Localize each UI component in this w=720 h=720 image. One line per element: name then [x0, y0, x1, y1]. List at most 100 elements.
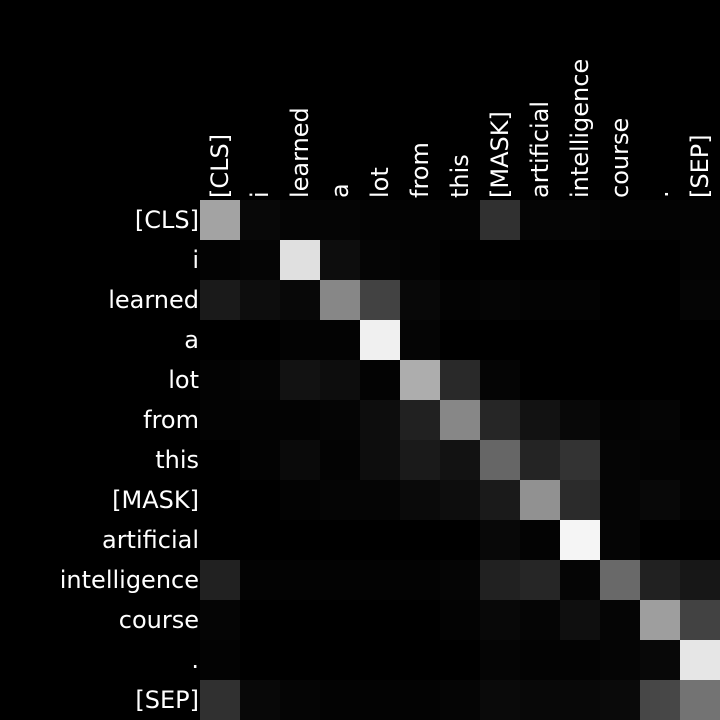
- heatmap-cell-r1-c4: [360, 240, 400, 280]
- x-token-label: course: [606, 118, 634, 198]
- heatmap-cell-r5-c2: [280, 400, 320, 440]
- heatmap-cell-r9-c12: [680, 560, 720, 600]
- x-token-label: intelligence: [566, 59, 594, 198]
- heatmap-cell-r10-c6: [440, 600, 480, 640]
- heatmap-cell-r6-c7: [480, 440, 520, 480]
- heatmap-cell-r7-c11: [640, 480, 680, 520]
- heatmap-cell-r8-c5: [400, 520, 440, 560]
- heatmap-cell-r0-c4: [360, 200, 400, 240]
- heatmap-cell-r7-c5: [400, 480, 440, 520]
- heatmap-cell-r12-c8: [520, 680, 560, 720]
- heatmap-cell-r1-c3: [320, 240, 360, 280]
- heatmap-cell-r12-c4: [360, 680, 400, 720]
- heatmap-cell-r2-c2: [280, 280, 320, 320]
- heatmap-cell-r4-c10: [600, 360, 640, 400]
- heatmap-cells: [200, 200, 720, 720]
- heatmap-cell-r8-c1: [240, 520, 280, 560]
- heatmap-cell-r11-c10: [600, 640, 640, 680]
- y-token-label: [MASK]: [112, 486, 199, 514]
- heatmap-cell-r10-c8: [520, 600, 560, 640]
- heatmap-cell-r12-c12: [680, 680, 720, 720]
- heatmap-cell-r9-c4: [360, 560, 400, 600]
- heatmap-cell-r3-c11: [640, 320, 680, 360]
- heatmap-cell-r1-c0: [200, 240, 240, 280]
- heatmap-cell-r12-c0: [200, 680, 240, 720]
- heatmap-cell-r9-c9: [560, 560, 600, 600]
- heatmap-cell-r9-c7: [480, 560, 520, 600]
- heatmap-cell-r2-c6: [440, 280, 480, 320]
- x-token-label: artificial: [526, 101, 554, 198]
- heatmap-cell-r1-c8: [520, 240, 560, 280]
- heatmap-cell-r4-c5: [400, 360, 440, 400]
- heatmap-cell-r0-c1: [240, 200, 280, 240]
- heatmap-cell-r10-c3: [320, 600, 360, 640]
- x-token-label: lot: [366, 167, 394, 198]
- heatmap-cell-r3-c4: [360, 320, 400, 360]
- heatmap-cell-r9-c3: [320, 560, 360, 600]
- heatmap-cell-r9-c1: [240, 560, 280, 600]
- heatmap-cell-r4-c9: [560, 360, 600, 400]
- x-token-label: .: [646, 190, 674, 198]
- heatmap-cell-r3-c10: [600, 320, 640, 360]
- heatmap-cell-r7-c12: [680, 480, 720, 520]
- heatmap-cell-r8-c2: [280, 520, 320, 560]
- heatmap-cell-r6-c6: [440, 440, 480, 480]
- heatmap-cell-r3-c7: [480, 320, 520, 360]
- heatmap-cell-r4-c1: [240, 360, 280, 400]
- heatmap-cell-r9-c8: [520, 560, 560, 600]
- heatmap-cell-r8-c9: [560, 520, 600, 560]
- y-token-label: i: [192, 246, 199, 274]
- heatmap-cell-r5-c9: [560, 400, 600, 440]
- heatmap-cell-r9-c10: [600, 560, 640, 600]
- heatmap-cell-r10-c1: [240, 600, 280, 640]
- heatmap-cell-r6-c1: [240, 440, 280, 480]
- heatmap-cell-r5-c4: [360, 400, 400, 440]
- heatmap-cell-r5-c0: [200, 400, 240, 440]
- heatmap-cell-r12-c10: [600, 680, 640, 720]
- heatmap-cell-r6-c2: [280, 440, 320, 480]
- heatmap-cell-r12-c2: [280, 680, 320, 720]
- y-token-label: .: [191, 646, 199, 674]
- heatmap-cell-r11-c6: [440, 640, 480, 680]
- heatmap-cell-r10-c11: [640, 600, 680, 640]
- heatmap-cell-r9-c11: [640, 560, 680, 600]
- heatmap-cell-r3-c6: [440, 320, 480, 360]
- heatmap-cell-r7-c8: [520, 480, 560, 520]
- heatmap-cell-r8-c3: [320, 520, 360, 560]
- heatmap-cell-r7-c6: [440, 480, 480, 520]
- heatmap-cell-r12-c6: [440, 680, 480, 720]
- heatmap-cell-r10-c9: [560, 600, 600, 640]
- heatmap-cell-r0-c5: [400, 200, 440, 240]
- heatmap-cell-r8-c8: [520, 520, 560, 560]
- heatmap-cell-r0-c10: [600, 200, 640, 240]
- heatmap-cell-r0-c7: [480, 200, 520, 240]
- heatmap-cell-r11-c8: [520, 640, 560, 680]
- heatmap-cell-r1-c2: [280, 240, 320, 280]
- heatmap-cell-r4-c7: [480, 360, 520, 400]
- heatmap-cell-r7-c3: [320, 480, 360, 520]
- heatmap-cell-r5-c6: [440, 400, 480, 440]
- heatmap-cell-r8-c12: [680, 520, 720, 560]
- heatmap-cell-r4-c8: [520, 360, 560, 400]
- heatmap-cell-r10-c0: [200, 600, 240, 640]
- heatmap-cell-r3-c0: [200, 320, 240, 360]
- heatmap-cell-r12-c7: [480, 680, 520, 720]
- heatmap-cell-r1-c1: [240, 240, 280, 280]
- heatmap-cell-r3-c8: [520, 320, 560, 360]
- heatmap-cell-r6-c12: [680, 440, 720, 480]
- heatmap-cell-r0-c11: [640, 200, 680, 240]
- heatmap-cell-r2-c8: [520, 280, 560, 320]
- heatmap-cell-r2-c11: [640, 280, 680, 320]
- heatmap-cell-r4-c2: [280, 360, 320, 400]
- x-token-label: [MASK]: [486, 111, 514, 198]
- heatmap-cell-r5-c8: [520, 400, 560, 440]
- heatmap-cell-r12-c11: [640, 680, 680, 720]
- heatmap-cell-r11-c11: [640, 640, 680, 680]
- heatmap-cell-r2-c12: [680, 280, 720, 320]
- heatmap-cell-r11-c1: [240, 640, 280, 680]
- y-token-label: intelligence: [60, 566, 199, 594]
- heatmap-cell-r6-c4: [360, 440, 400, 480]
- x-token-label: [SEP]: [686, 134, 714, 198]
- heatmap-cell-r0-c3: [320, 200, 360, 240]
- heatmap-cell-r2-c3: [320, 280, 360, 320]
